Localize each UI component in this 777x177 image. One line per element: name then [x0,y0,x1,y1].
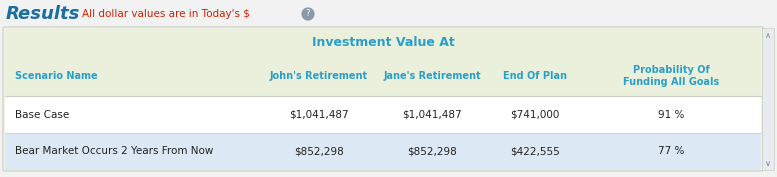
FancyBboxPatch shape [3,27,763,171]
Text: 91 %: 91 % [658,110,685,119]
Text: $852,298: $852,298 [294,147,343,156]
Text: John's Retirement: John's Retirement [270,71,368,81]
Text: ?: ? [306,10,310,19]
Text: Probability Of
Funding All Goals: Probability Of Funding All Goals [623,65,720,87]
Text: $1,041,487: $1,041,487 [402,110,462,119]
Text: Jane's Retirement: Jane's Retirement [384,71,481,81]
Text: All dollar values are in Today's $: All dollar values are in Today's $ [82,9,250,19]
Text: Base Case: Base Case [16,110,70,119]
Text: $1,041,487: $1,041,487 [289,110,348,119]
Text: ∧: ∧ [765,30,771,39]
Text: $741,000: $741,000 [510,110,559,119]
Bar [762,28,774,170]
Bar [5,96,761,133]
Text: Bear Market Occurs 2 Years From Now: Bear Market Occurs 2 Years From Now [16,147,214,156]
Text: 77 %: 77 % [658,147,685,156]
Text: $422,555: $422,555 [510,147,559,156]
Text: Investment Value At: Investment Value At [312,36,455,48]
Bar [5,29,761,96]
Text: ∨: ∨ [765,158,771,167]
Text: Scenario Name: Scenario Name [16,71,98,81]
Text: Results: Results [6,5,80,23]
Bar [5,133,761,170]
Text: $852,298: $852,298 [407,147,457,156]
Text: End Of Plan: End Of Plan [503,71,566,81]
